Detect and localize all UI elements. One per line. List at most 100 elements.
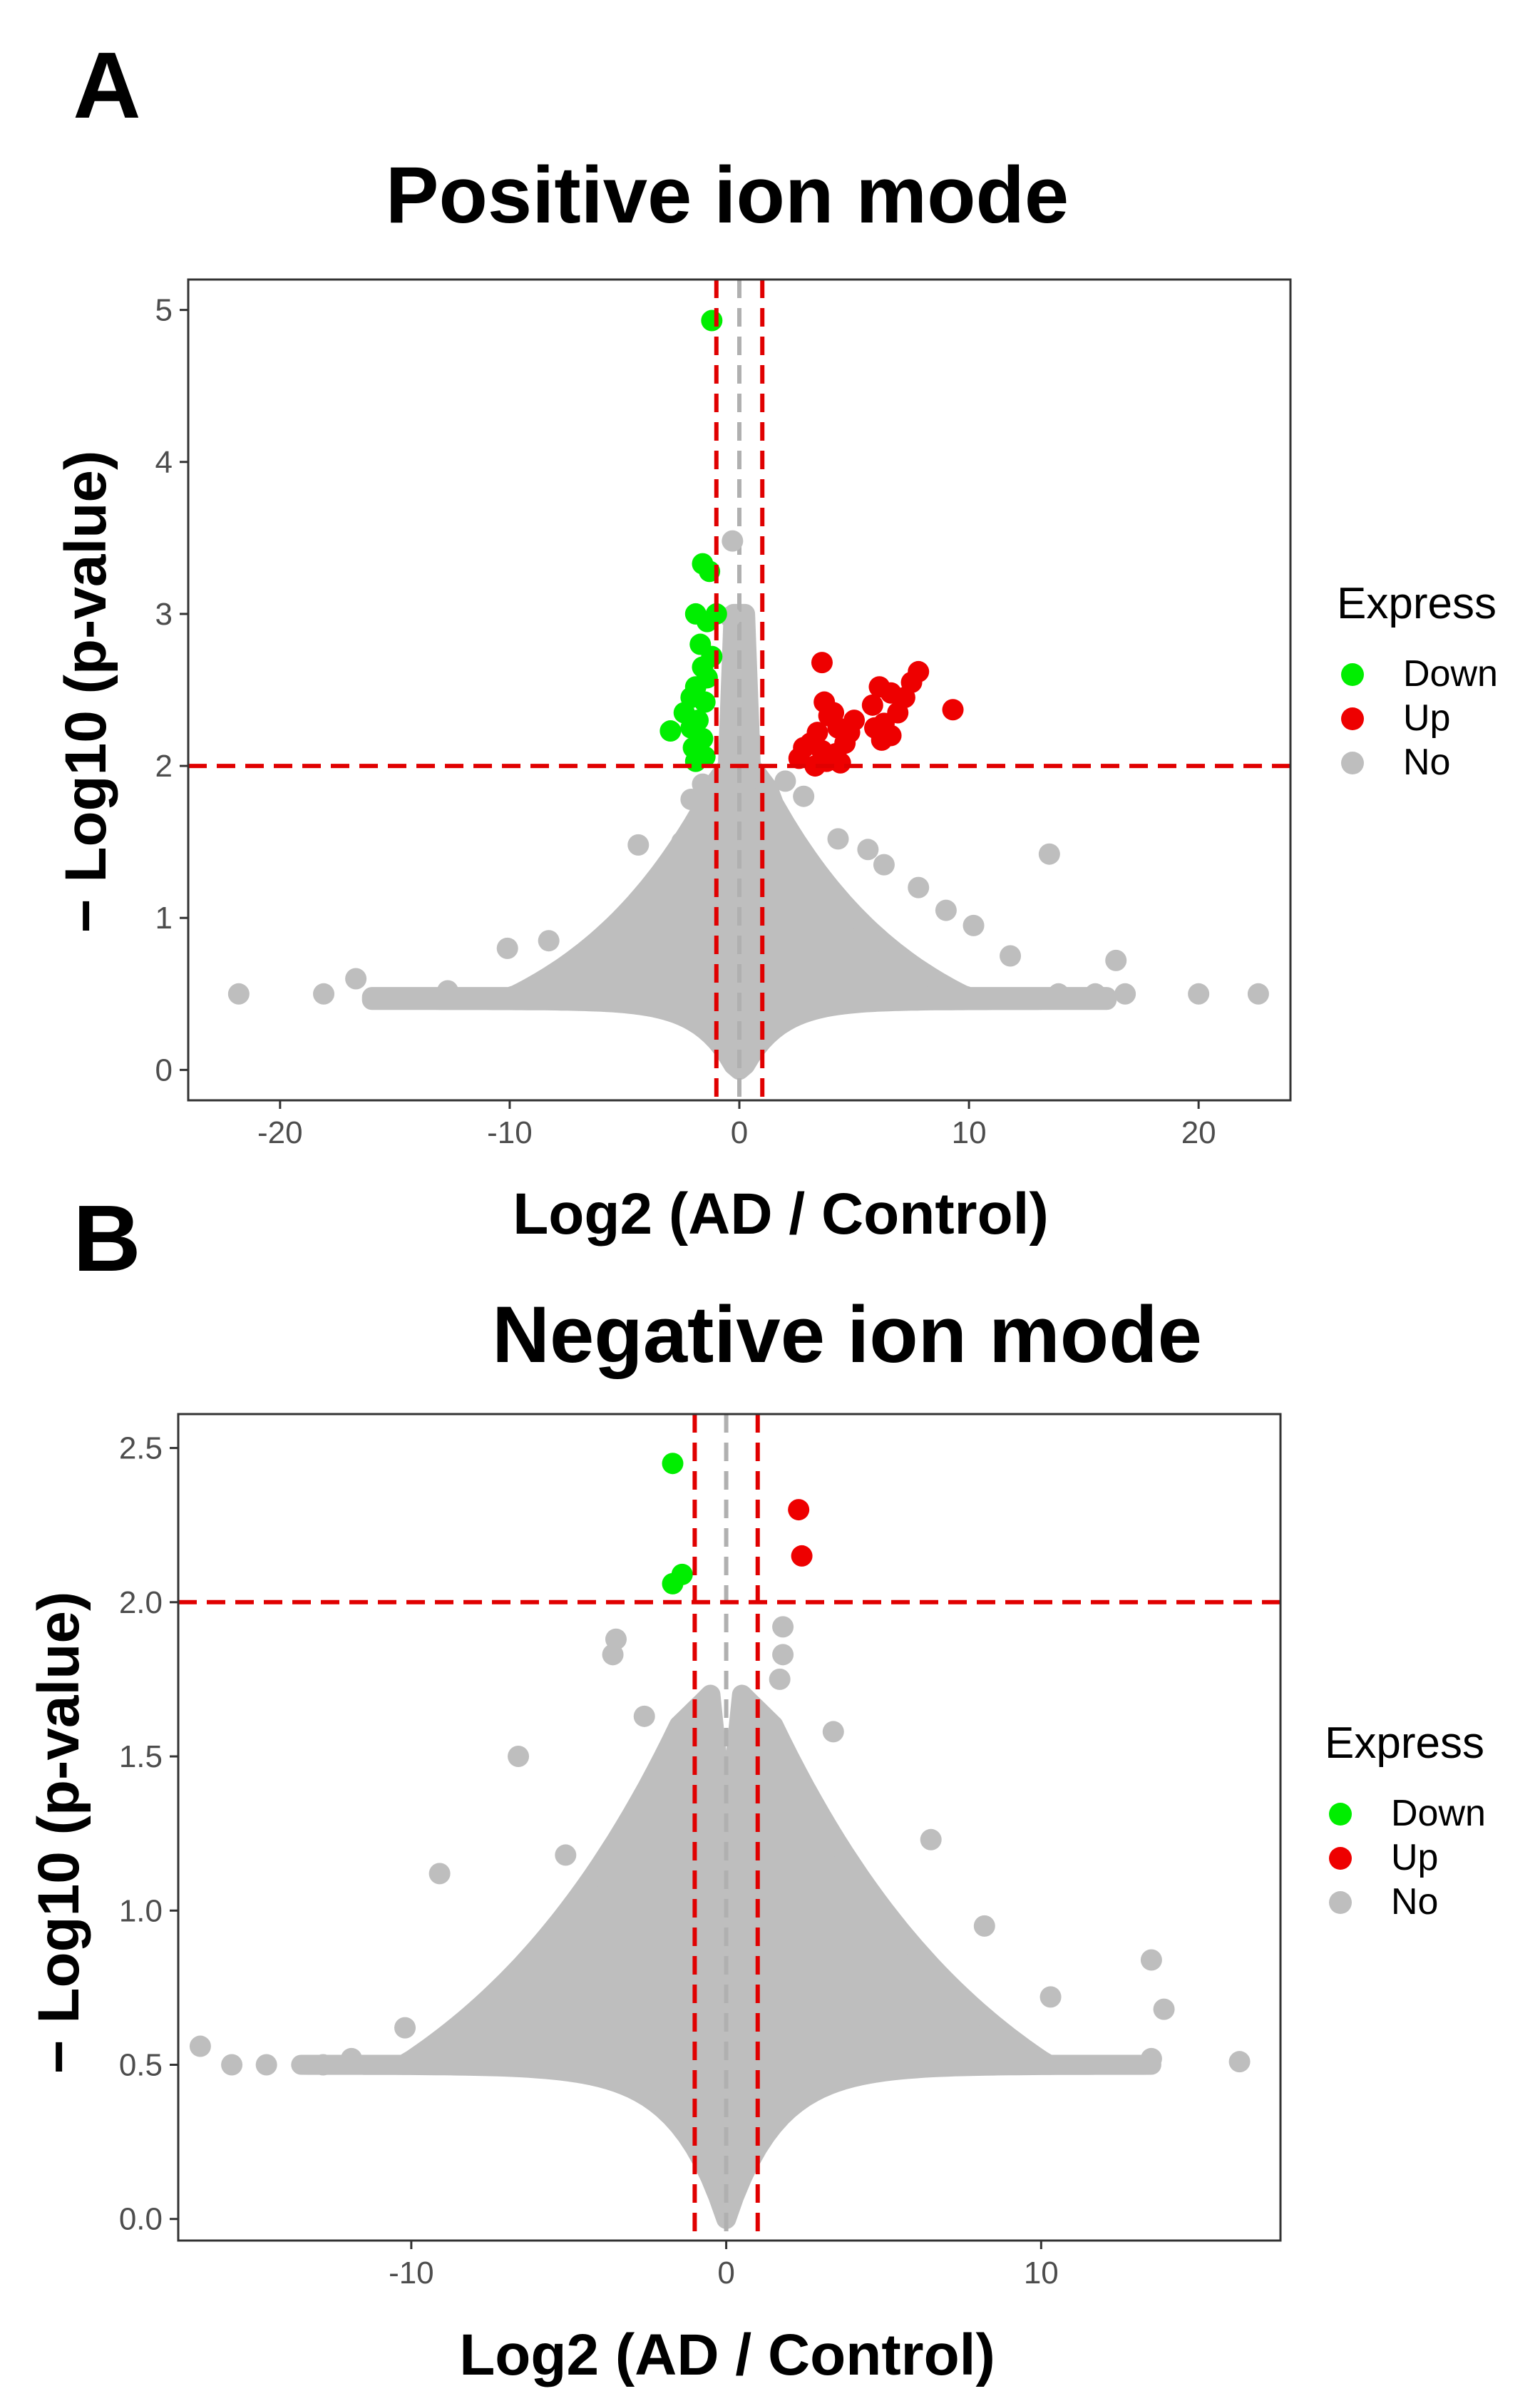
x-tick-label: 20 [1181,1115,1216,1150]
chart-title: Negative ion mode [492,1290,1202,1379]
legend-label-down: Down [1391,1793,1486,1834]
y-tick-label: 2.0 [119,1585,163,1620]
y-tick-label: 2.5 [119,1431,163,1466]
point-no [973,1915,995,1937]
point-up [871,729,893,751]
point-up [788,1499,810,1521]
series-up [788,652,964,777]
x-axis-label: Log2 (AD / Control) [513,1182,1049,1246]
point-down [662,1453,684,1475]
point-no [671,831,693,853]
chart-title: Positive ion mode [386,150,1069,240]
point-no [602,1644,624,1666]
point-no [827,828,849,850]
x-tick-label: 0 [717,2256,734,2290]
point-no [633,1705,655,1727]
point-no [772,1616,794,1638]
point-no [312,2054,334,2076]
point-no [742,732,764,754]
point-up [811,652,833,674]
point-no [496,937,518,959]
point-no [769,1730,791,1752]
point-no [345,968,367,990]
legend-swatch-down [1341,663,1364,686]
point-down [662,1572,684,1594]
point-no [1247,983,1269,1005]
point-no [1038,843,1060,865]
y-tick-label: 0.5 [119,2047,163,2082]
point-no [1188,983,1210,1005]
point-no [935,899,957,921]
legend-label-no: No [1403,742,1450,783]
y-axis: 0 1 2 3 4 5 [155,293,188,1087]
point-no [857,839,879,861]
x-tick-label: -20 [257,1115,303,1150]
point-up [861,694,883,716]
x-tick-label: -10 [487,1115,533,1150]
plot-area [188,280,1290,1100]
point-no [1040,1986,1062,2008]
x-axis-label: Log2 (AD / Control) [459,2323,995,2387]
point-no [340,2047,362,2069]
y-axis: 0.0 0.5 1.0 1.5 2.0 2.5 [119,1431,178,2237]
y-tick-label: 1.5 [119,1739,163,1774]
point-no [1153,1998,1175,2020]
x-tick-label: 10 [1024,2256,1059,2290]
point-no [255,2054,277,2076]
point-down [694,691,716,713]
point-no [1000,945,1022,967]
x-axis: -20 -10 0 10 20 [257,1100,1216,1150]
point-no [555,1844,577,1866]
legend-swatch-up [1329,1847,1352,1870]
point-down [684,750,707,772]
legend-swatch-down [1329,1803,1352,1826]
panel-letter: B [73,1186,140,1291]
point-no [1084,983,1107,1005]
point-no [643,872,665,894]
legend-label-no: No [1391,1881,1438,1923]
series-up [788,1499,813,1567]
x-axis: -10 0 10 [389,2241,1059,2290]
point-no [538,930,560,952]
point-no [680,788,702,810]
point-no [692,773,714,795]
point-no [394,2017,416,2039]
series-down [659,309,727,772]
point-no [793,785,815,807]
y-tick-label: 5 [155,293,173,328]
point-no [508,1746,530,1768]
y-tick-label: 1.0 [119,1893,163,1928]
series-no [189,1616,1251,2076]
y-tick-label: 3 [155,597,173,632]
y-tick-label: 0 [155,1053,173,1087]
point-down [701,309,723,332]
y-axis-label: − Log10 (p-value) [26,1592,91,2074]
legend-label-up: Up [1403,697,1450,739]
point-no [1140,1949,1162,1971]
point-no [769,1668,791,1690]
y-tick-label: 2 [155,749,173,784]
point-no [722,530,744,552]
point-up [829,752,851,774]
panel-a: A Positive ion mode -20 -10 0 10 20 0 1 2 3 4 5 Log2 … [53,33,1498,1246]
point-no [873,854,895,876]
series-down [662,1453,693,1594]
point-no [221,2054,243,2076]
no-point-cloud [361,603,1117,1080]
point-up [942,699,964,721]
point-no [313,983,335,1005]
series-no [227,530,1269,1005]
legend-label-down: Down [1403,653,1498,695]
point-no [227,983,250,1005]
legend-label-up: Up [1391,1837,1438,1878]
legend-swatch-up [1341,707,1364,730]
panel-b: B Negative ion mode -10 0 10 0.0 0.5 1.0 1.5 2.0 2… [26,1186,1486,2387]
point-no [1140,2047,1162,2069]
x-tick-label: -10 [389,2256,434,2290]
point-up [788,747,810,769]
point-no [962,914,985,936]
plot-border [177,1413,1282,2242]
